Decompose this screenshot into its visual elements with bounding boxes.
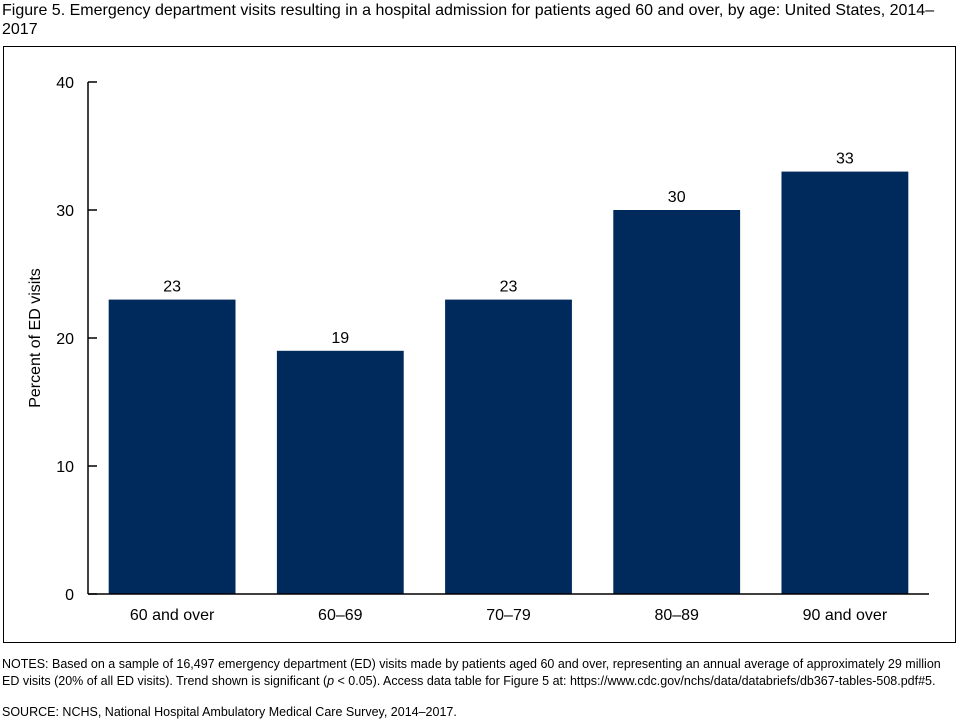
source-note: SOURCE: NCHS, National Hospital Ambulato… — [2, 705, 457, 719]
category-label: 60 and over — [130, 607, 215, 624]
data-label: 23 — [500, 279, 518, 296]
y-tick-label: 30 — [56, 203, 74, 220]
bar — [613, 210, 741, 594]
notes-p-symbol: p — [327, 673, 335, 688]
notes-text-start: NOTES: Based on a sample of 16,497 emerg… — [2, 657, 941, 688]
notes-text-end: < 0.05). Access data table for Figure 5 … — [334, 673, 936, 688]
data-label: 23 — [163, 279, 181, 296]
category-label: 90 and over — [803, 607, 888, 624]
data-label: 19 — [331, 330, 349, 347]
data-label: 33 — [836, 151, 854, 168]
y-axis-label: Percent of ED visits — [27, 268, 44, 408]
notes: NOTES: Based on a sample of 16,497 emerg… — [2, 656, 957, 689]
category-label: 70–79 — [486, 607, 531, 624]
bar — [781, 171, 909, 594]
bar — [445, 299, 572, 594]
bar — [276, 350, 404, 594]
chart-frame: 0 10 20 30 40 Percent of ED visits 23 60 and ov… — [3, 46, 956, 643]
y-tick-label: 40 — [56, 75, 74, 92]
category-label: 60–69 — [318, 607, 363, 624]
y-tick-label: 0 — [65, 587, 74, 604]
figure-title: Figure 5. Emergency department visits re… — [2, 2, 935, 38]
y-tick-label: 20 — [56, 331, 74, 348]
bar — [108, 299, 236, 594]
data-label: 30 — [668, 189, 686, 206]
category-label: 80–89 — [654, 607, 699, 624]
y-tick-label: 10 — [56, 459, 74, 476]
bar-chart: 0 10 20 30 40 Percent of ED visits 23 60 and ov… — [27, 75, 929, 624]
